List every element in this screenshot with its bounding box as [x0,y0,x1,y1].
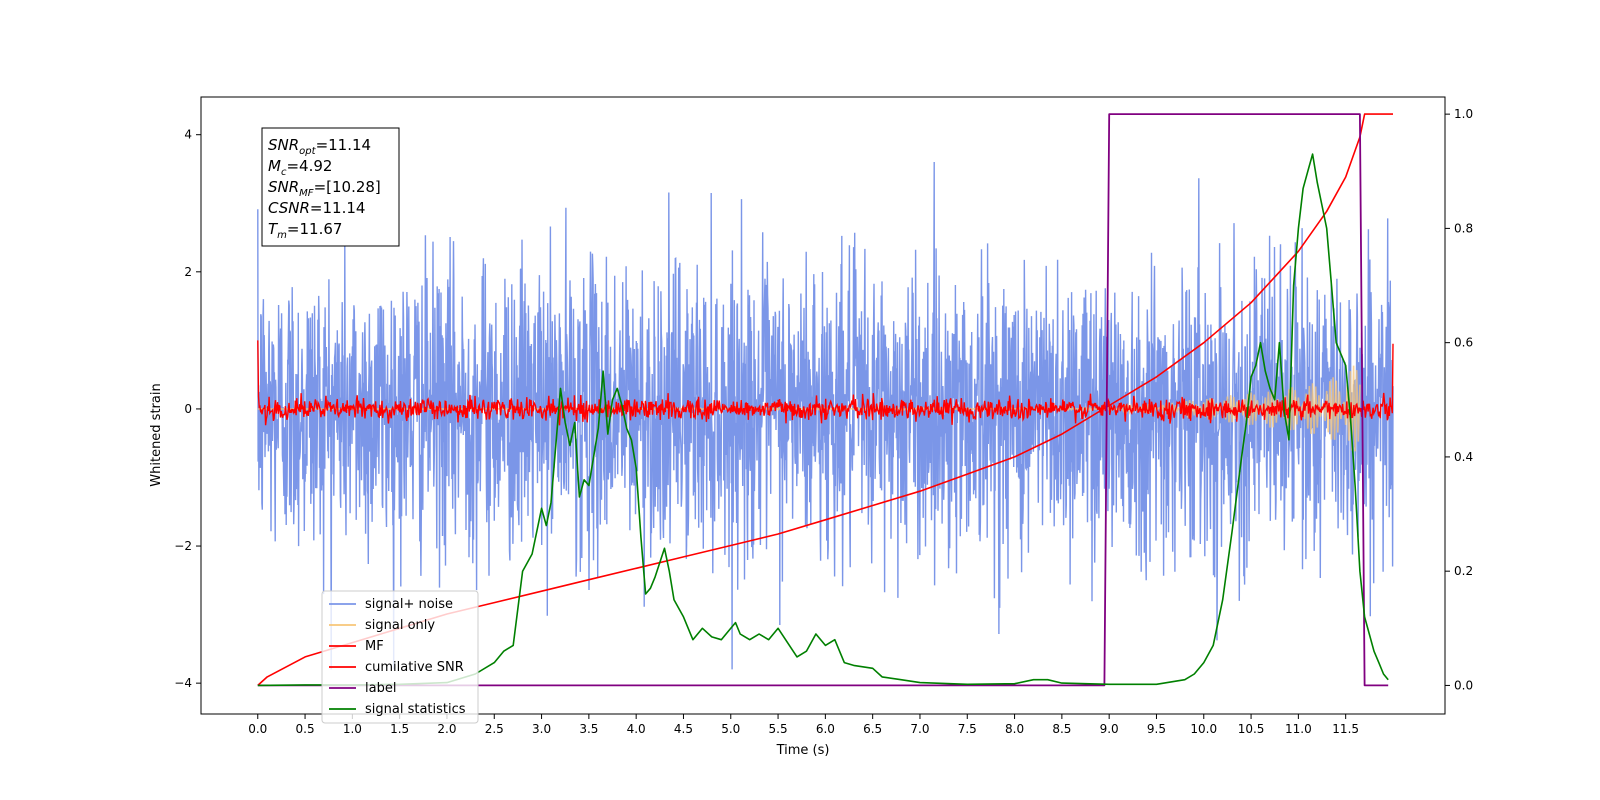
x-tick-label: 7.5 [958,722,977,736]
y-left-tick-label: 2 [184,265,192,279]
annotation-line: SNRMF=[10.28] [268,178,381,199]
axes: 0.0 0.5 1.0 1.5 2.0 2.5 3.0 3.5 4.0 4.5 5.0 5.5 6.0 6… [174,96,1473,736]
x-tick-label: 5.0 [721,722,740,736]
legend-label: signal only [365,618,435,633]
x-tick-label: 0.5 [296,722,315,736]
x-tick-label: 0.0 [248,722,267,736]
legend-label: signal+ noise [365,597,453,612]
x-axis-label: Time (s) [776,743,830,758]
y-left-tick-label: 0 [184,402,192,416]
x-tick-label: 3.0 [532,722,551,736]
y-right-tick-label: 0.6 [1454,336,1473,350]
legend-label: MF [365,639,384,654]
y-left-tick-label: −2 [174,539,192,553]
series-mf-line [257,340,1394,426]
x-tick-label: 2.5 [485,722,504,736]
annotation-line: SNRopt=11.14 [268,136,371,157]
x-tick-label: 1.5 [390,722,409,736]
y-axis-label-left: Whitened strain [149,383,164,486]
x-tick-label: 4.0 [627,722,646,736]
series-signal-statistics-line [257,153,1389,687]
x-tick-label: 11.0 [1285,722,1312,736]
legend: signal+ noise signal only MF cumilative SNR… [321,590,479,724]
y-right-tick-label: 0.2 [1454,564,1473,578]
y-right-tick-label: 1.0 [1454,107,1473,121]
x-tick-label: 9.5 [1147,722,1166,736]
legend-frame [321,590,479,724]
x-tick-label: 8.5 [1052,722,1071,736]
x-tick-label: 2.0 [437,722,456,736]
x-tick-label: 6.0 [816,722,835,736]
y-right-tick-label: 0.0 [1454,678,1473,692]
x-tick-label: 11.5 [1332,722,1359,736]
legend-label: signal statistics [365,702,466,717]
x-tick-label: 1.0 [343,722,362,736]
annotation-box: SNRopt=11.14Mc=4.92SNRMF=[10.28]CSNR=11.… [261,127,400,247]
legend-label: label [365,681,396,696]
x-tick-label: 7.0 [910,722,929,736]
x-tick-label: 9.0 [1100,722,1119,736]
x-tick-label: 10.5 [1238,722,1265,736]
annotation-line: Mc=4.92 [268,157,332,178]
annotation-line: CSNR=11.14 [268,199,365,217]
series-label-line [257,113,1389,687]
y-left-tick-label: 4 [184,128,192,142]
x-tick-label: 6.5 [863,722,882,736]
y-left-tick-label: −4 [174,676,192,690]
x-tick-label: 3.5 [579,722,598,736]
axes-frame [200,96,1446,715]
legend-label: cumilative SNR [365,660,464,675]
annotation-frame [261,127,400,247]
x-tick-label: 10.0 [1190,722,1217,736]
y-right-tick-label: 0.4 [1454,450,1473,464]
y-right-tick-label: 0.8 [1454,221,1473,235]
x-tick-label: 5.5 [769,722,788,736]
annotation-line: Tm=11.67 [268,220,342,241]
x-tick-label: 4.5 [674,722,693,736]
x-tick-label: 8.0 [1005,722,1024,736]
